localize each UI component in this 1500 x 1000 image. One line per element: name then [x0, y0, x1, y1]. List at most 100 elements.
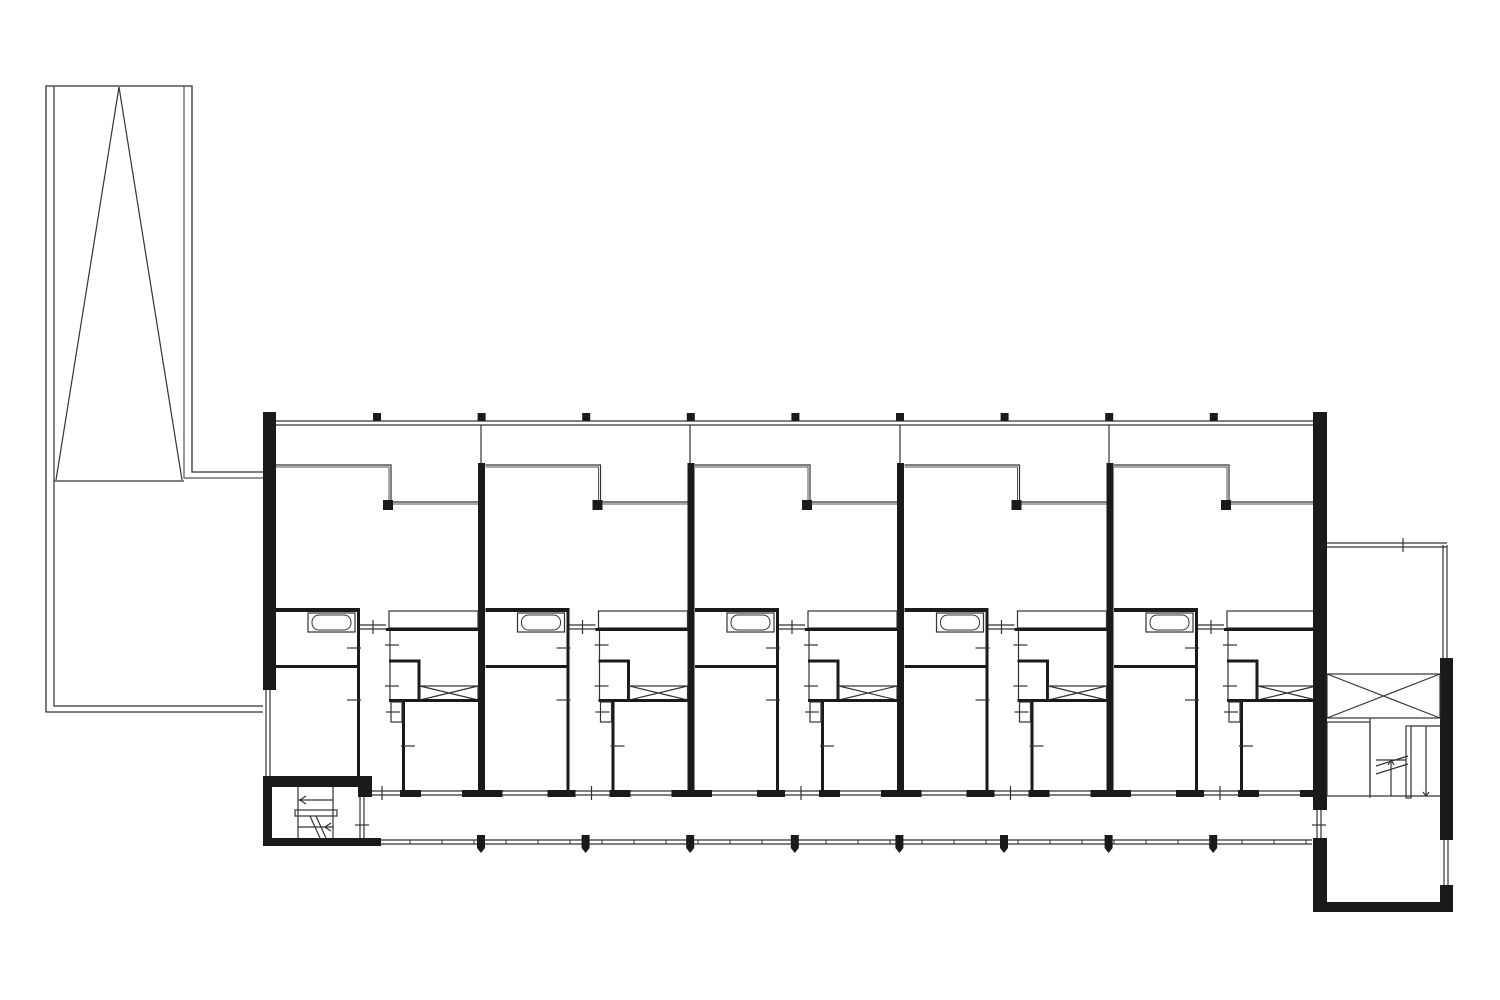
corridor-wall	[400, 790, 421, 797]
closet-wall	[1227, 659, 1259, 700]
bathtub	[935, 612, 985, 633]
annex-outline	[45, 85, 263, 713]
facade-column	[1000, 835, 1008, 853]
bathroom-wall	[695, 608, 779, 612]
core-east-wall	[1440, 658, 1453, 840]
corridor-wall	[896, 790, 922, 797]
bathroom-wall	[485, 608, 570, 612]
left-end-wall	[263, 412, 276, 690]
kitchen-counter	[807, 610, 898, 629]
balcony-column	[592, 500, 603, 510]
partition-wall	[1017, 699, 1107, 702]
corridor-wall	[477, 790, 503, 797]
annex-inner-line	[53, 86, 263, 707]
shaft-cross	[419, 685, 479, 701]
corridor-wall	[1300, 790, 1316, 797]
facade-column	[373, 413, 381, 421]
corridor-wall	[881, 790, 897, 797]
bathroom-wall	[276, 608, 360, 612]
corridor-wall	[671, 790, 688, 797]
corridor-wall	[462, 790, 478, 797]
closet-wall	[598, 659, 630, 700]
partition-wall	[805, 628, 897, 631]
balcony-column	[383, 500, 393, 510]
facade-column	[1209, 835, 1218, 853]
facade-column	[790, 835, 799, 853]
balcony-rail	[695, 466, 897, 505]
bathtub-basin	[521, 614, 561, 631]
left-stair-core	[263, 776, 372, 846]
balcony-rail	[276, 466, 478, 505]
corridor-wall	[1176, 790, 1204, 797]
stair-stringer	[1405, 725, 1412, 799]
partition-wall	[1227, 699, 1316, 702]
closet-wall	[1017, 659, 1049, 700]
balcony-rail	[485, 464, 688, 503]
balcony-rail	[276, 464, 478, 503]
kitchen-counter	[1226, 610, 1317, 629]
corridor-wall	[1028, 790, 1050, 797]
partition-wall	[695, 665, 779, 668]
stair-arrow	[299, 799, 307, 805]
bathtub	[307, 612, 356, 633]
corridor	[263, 810, 1326, 853]
facade-column	[582, 413, 591, 421]
party-wall	[687, 463, 695, 797]
apartment-module	[687, 463, 904, 800]
void-cross	[1326, 673, 1441, 719]
corridor-wall	[1090, 790, 1107, 797]
apartment-module	[477, 463, 695, 800]
partition-wall	[1014, 628, 1107, 631]
bathtub-basin	[311, 614, 352, 631]
partition-wall	[904, 665, 989, 668]
corridor-wall	[547, 790, 576, 797]
stair-wall	[358, 787, 372, 797]
facade-column	[686, 835, 695, 853]
stair-arrow	[1390, 759, 1395, 766]
facade-column	[477, 835, 485, 853]
corridor-wall	[966, 790, 995, 797]
partition-wall	[776, 608, 779, 790]
partition-wall	[1224, 628, 1316, 631]
stair-arrow	[324, 826, 332, 832]
facade-column	[1105, 413, 1114, 421]
core-south-wall	[1313, 902, 1453, 912]
closet-wall	[808, 659, 840, 700]
apartment-module	[276, 463, 485, 800]
bathtub	[726, 612, 775, 633]
partition-wall	[389, 699, 478, 702]
stair-arrow	[299, 795, 307, 801]
partition-wall	[1195, 608, 1198, 790]
elevator-shaft	[1326, 721, 1371, 797]
partition-wall	[276, 665, 360, 668]
closet-wall	[389, 659, 421, 700]
facade-column	[1209, 413, 1218, 421]
partition-wall	[1114, 665, 1198, 668]
facade-column	[791, 413, 800, 421]
balcony-rail	[904, 466, 1107, 505]
stair-arrow	[1422, 791, 1427, 797]
party-wall	[897, 463, 904, 797]
partition-wall	[808, 699, 897, 702]
partition-wall	[985, 608, 989, 790]
shaft-cross	[1257, 685, 1317, 701]
partition-wall	[485, 665, 570, 668]
stair-break	[1375, 763, 1409, 775]
drain	[1380, 902, 1386, 905]
core-east-wall	[1440, 885, 1453, 905]
elevator-void	[1326, 673, 1441, 719]
bathroom-wall	[904, 608, 989, 612]
south-wall	[263, 838, 381, 846]
bathtub-basin	[940, 614, 980, 631]
balcony-rail	[1114, 466, 1316, 505]
bathroom-wall	[1114, 608, 1198, 612]
facade-column	[1104, 835, 1113, 853]
kitchen-counter	[388, 610, 479, 629]
stair-landing	[294, 809, 338, 817]
left-annex-terrace	[45, 85, 263, 713]
stair-arrow	[324, 822, 332, 828]
north-facade	[263, 412, 1313, 776]
shaft-cross	[1048, 685, 1107, 701]
partition-wall	[357, 608, 360, 778]
partition-wall	[598, 699, 688, 702]
